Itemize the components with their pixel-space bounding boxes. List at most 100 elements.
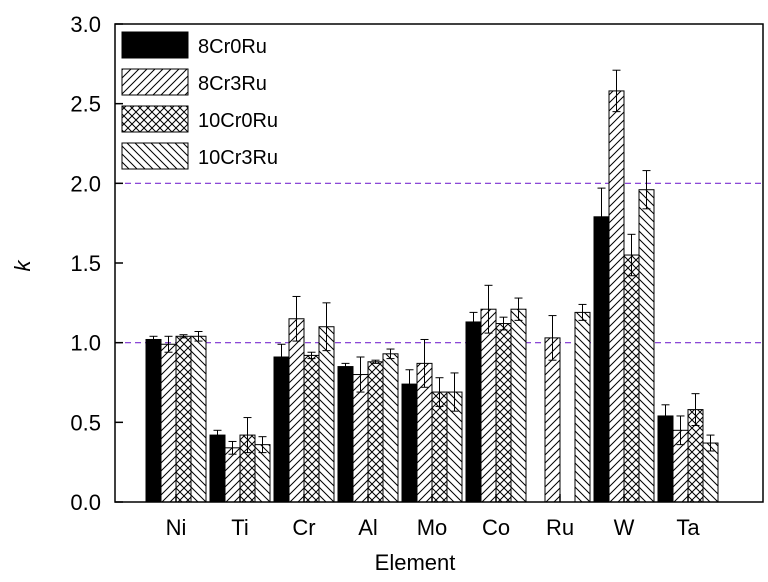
- bar-10Cr0Ru-Cr: [303, 354, 320, 503]
- bar-8Cr0Ru-Ni: [145, 338, 162, 503]
- error-bar-10Cr3Ru-Mo: [450, 372, 459, 412]
- x-tick-label: W: [614, 515, 635, 540]
- y-tick-label: 1.5: [70, 251, 101, 276]
- y-tick-label: 0.5: [70, 410, 101, 435]
- x-tick-label: Al: [358, 515, 378, 540]
- bar-8Cr0Ru-Co: [465, 321, 482, 503]
- legend-item-10Cr3Ru: 10Cr3Ru: [121, 142, 278, 170]
- legend-label: 8Cr0Ru: [198, 36, 267, 58]
- error-bar-10Cr0Ru-Ni: [179, 334, 188, 339]
- error-bar-8Cr0Ru-Co: [469, 311, 478, 333]
- x-tick-label: Ni: [166, 515, 187, 540]
- error-bar-8Cr3Ru-W: [612, 69, 621, 113]
- x-tick-label: Ru: [546, 515, 574, 540]
- error-bars: [149, 69, 715, 455]
- error-bar-10Cr3Ru-Co: [514, 297, 523, 321]
- error-bar-10Cr3Ru-Ta: [706, 434, 715, 452]
- legend-swatch: [121, 68, 189, 96]
- error-bar-8Cr3Ru-Ru: [548, 315, 557, 361]
- legend-swatch: [121, 105, 189, 133]
- legend-swatch: [121, 142, 189, 170]
- error-bar-10Cr3Ru-Cr: [322, 302, 331, 352]
- bar-10Cr3Ru-Ni: [190, 335, 207, 503]
- x-axis-title: Element: [375, 550, 456, 575]
- bar-10Cr0Ru-Ni: [175, 335, 192, 503]
- error-bar-8Cr3Ru-Co: [484, 284, 493, 334]
- reference-lines: [115, 182, 763, 344]
- error-bar-10Cr0Ru-Al: [371, 359, 380, 364]
- error-bar-8Cr3Ru-Al: [356, 356, 365, 393]
- bar-10Cr0Ru-W: [623, 254, 640, 503]
- error-bar-10Cr0Ru-W: [627, 233, 636, 277]
- error-bar-8Cr3Ru-Ti: [228, 440, 237, 455]
- error-bar-10Cr3Ru-Al: [386, 348, 395, 360]
- bar-10Cr0Ru-Co: [495, 323, 512, 503]
- y-tick-label: 2.5: [70, 92, 101, 117]
- bar-10Cr3Ru-Ru: [574, 311, 591, 503]
- bar-10Cr3Ru-W: [638, 189, 655, 503]
- legend-swatch: [121, 31, 189, 59]
- x-tick-label: Ta: [676, 515, 700, 540]
- bar-10Cr3Ru-Al: [382, 353, 399, 503]
- error-bar-10Cr3Ru-Ni: [194, 331, 203, 342]
- bar-10Cr3Ru-Ta: [702, 442, 719, 503]
- error-bar-8Cr0Ru-Ta: [661, 404, 670, 428]
- bar-8Cr3Ru-W: [608, 90, 625, 503]
- bar-8Cr3Ru-Ti: [224, 447, 241, 503]
- error-bar-10Cr3Ru-Ru: [578, 303, 587, 321]
- error-bar-8Cr0Ru-Al: [341, 362, 350, 371]
- x-tick-label: Co: [482, 515, 510, 540]
- bar-8Cr0Ru-Mo: [401, 383, 418, 503]
- error-bar-8Cr0Ru-Ni: [149, 335, 158, 344]
- error-bar-10Cr3Ru-W: [642, 170, 651, 210]
- y-tick-label: 1.0: [70, 331, 101, 356]
- bar-10Cr0Ru-Al: [367, 361, 384, 503]
- y-tick-label: 0.0: [70, 490, 101, 515]
- error-bar-10Cr0Ru-Mo: [435, 377, 444, 407]
- bar-8Cr0Ru-W: [593, 216, 610, 503]
- error-bar-8Cr3Ru-Cr: [292, 295, 301, 342]
- bar-8Cr0Ru-Ti: [209, 434, 226, 503]
- y-tick-label: 3.0: [70, 12, 101, 37]
- error-bar-10Cr0Ru-Ti: [243, 417, 252, 454]
- legend-item-10Cr0Ru: 10Cr0Ru: [121, 105, 278, 133]
- x-tick-label: Mo: [417, 515, 448, 540]
- legend-label: 10Cr0Ru: [198, 110, 278, 132]
- bar-10Cr3Ru-Cr: [318, 326, 335, 503]
- y-axis-title: k: [10, 260, 35, 272]
- legend-item-8Cr3Ru: 8Cr3Ru: [121, 68, 267, 96]
- error-bar-8Cr0Ru-Ti: [213, 429, 222, 441]
- x-tick-label: Ti: [231, 515, 249, 540]
- x-axis-ticks: Ni Ti Cr Al Mo Co Ru W Ta: [166, 494, 700, 540]
- error-bar-10Cr0Ru-Co: [499, 316, 508, 331]
- bar-8Cr3Ru-Al: [352, 374, 369, 503]
- error-bar-10Cr3Ru-Ti: [258, 436, 267, 454]
- legend-label: 10Cr3Ru: [198, 147, 278, 169]
- bar-8Cr3Ru-Ni: [160, 343, 177, 503]
- error-bar-10Cr0Ru-Cr: [307, 351, 316, 360]
- bar-8Cr0Ru-Ta: [657, 415, 674, 503]
- y-tick-label: 2.0: [70, 171, 101, 196]
- bar-8Cr3Ru-Ru: [544, 337, 561, 503]
- bar-marks: [145, 90, 719, 503]
- bar-10Cr3Ru-Ti: [254, 444, 271, 503]
- legend: 8Cr0Ru 8Cr3Ru 10Cr0Ru 10Cr3Ru: [121, 31, 278, 170]
- error-bar-8Cr0Ru-W: [597, 187, 606, 246]
- bar-8Cr0Ru-Al: [337, 366, 354, 503]
- legend-item-8Cr0Ru: 8Cr0Ru: [121, 31, 267, 59]
- legend-label: 8Cr3Ru: [198, 73, 267, 95]
- bar-8Cr3Ru-Co: [480, 308, 497, 503]
- error-bar-10Cr0Ru-Ta: [691, 393, 700, 427]
- error-bar-8Cr0Ru-Mo: [405, 369, 414, 399]
- bar-8Cr0Ru-Cr: [273, 356, 290, 503]
- bar-10Cr3Ru-Co: [510, 308, 527, 503]
- error-bar-8Cr0Ru-Cr: [277, 343, 286, 371]
- error-bar-8Cr3Ru-Ni: [164, 335, 173, 353]
- error-bar-8Cr3Ru-Mo: [420, 338, 429, 388]
- error-bar-8Cr3Ru-Ta: [676, 415, 685, 446]
- bar-8Cr3Ru-Cr: [288, 318, 305, 503]
- y-axis-ticks: 0.0 0.5 1.0 1.5 2.0 2.5 3.0: [70, 12, 123, 515]
- bar-10Cr0Ru-Mo: [431, 391, 448, 503]
- x-tick-label: Cr: [292, 515, 315, 540]
